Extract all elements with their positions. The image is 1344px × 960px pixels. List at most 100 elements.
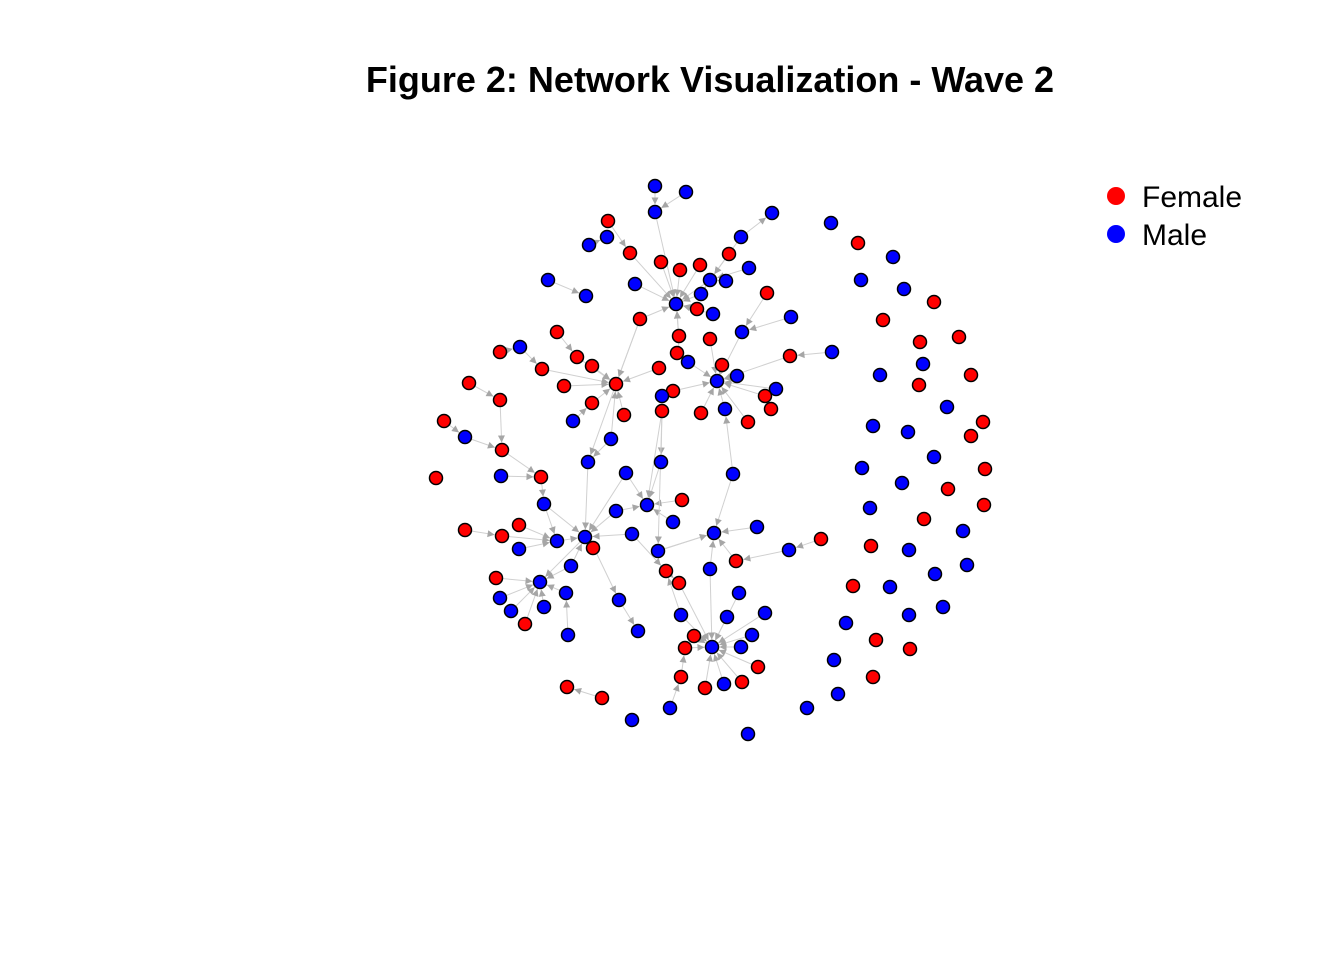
network-edge <box>718 612 766 644</box>
edge-arrowhead <box>723 416 731 424</box>
network-edge <box>618 318 641 378</box>
network-node-male <box>536 496 552 512</box>
edge-arrowhead <box>575 543 582 552</box>
edge-arrowhead <box>699 534 707 541</box>
edge-arrowhead <box>529 356 537 364</box>
network-edge <box>544 536 586 578</box>
edge-arrowhead <box>661 294 670 301</box>
network-edge <box>647 410 663 498</box>
network-node-female <box>916 511 932 527</box>
edge-arrowhead <box>717 388 725 396</box>
edge-arrowhead <box>542 532 551 539</box>
network-node-male <box>826 652 842 668</box>
edge-arrowhead <box>796 541 804 549</box>
edge-arrowhead <box>527 465 535 473</box>
edge-arrowhead <box>602 388 611 396</box>
network-node-male <box>901 607 917 623</box>
edge-arrowhead <box>538 489 546 497</box>
edge-arrowhead <box>721 527 729 535</box>
figure-title: Figure 2: Network Visualization - Wave 2 <box>366 59 1054 100</box>
network-node-female <box>902 641 918 657</box>
legend-female-label: Female <box>1142 181 1242 214</box>
edge-arrowhead <box>574 688 582 695</box>
network-node-female <box>868 632 884 648</box>
network-node-male <box>647 178 663 194</box>
network-node-female <box>686 628 702 644</box>
network-node-female <box>782 348 798 364</box>
edge-arrowhead <box>616 391 624 399</box>
network-node-female <box>584 395 600 411</box>
network-node-female <box>728 553 744 569</box>
edge-arrowhead <box>707 387 714 396</box>
network-node-male <box>729 368 745 384</box>
edge-arrowhead <box>708 540 716 548</box>
edge-arrowhead <box>679 289 687 298</box>
network-node-female <box>457 522 473 538</box>
legend-female-dot <box>1107 187 1125 205</box>
network-node-male <box>611 592 627 608</box>
network-node-female <box>951 329 967 345</box>
legend-male-label: Male <box>1142 219 1207 252</box>
network-node-male <box>578 288 594 304</box>
edge-arrowhead <box>721 386 729 395</box>
network-node-male <box>734 324 750 340</box>
network-node-male <box>838 615 854 631</box>
network-node-female <box>692 257 708 273</box>
edge-arrowhead <box>527 587 535 595</box>
edge-arrowhead <box>538 589 546 597</box>
edge-arrowhead <box>715 632 722 641</box>
network-node-male <box>549 533 565 549</box>
network-edge <box>588 472 627 531</box>
network-node-male <box>577 529 593 545</box>
edge-arrowhead <box>746 317 753 326</box>
edge-arrowhead <box>487 530 495 538</box>
network-node-male <box>693 286 709 302</box>
legend-item-male: Male <box>1107 219 1207 252</box>
network-edge <box>724 381 777 390</box>
network-node-male <box>824 344 840 360</box>
network-node-female <box>697 680 713 696</box>
network-node-female <box>672 262 688 278</box>
network-node-male <box>512 339 528 355</box>
edge-arrowhead <box>593 449 601 457</box>
network-node-female <box>428 470 444 486</box>
network-node-male <box>935 599 951 615</box>
edge-arrowhead <box>718 538 726 547</box>
network-node-male <box>865 418 881 434</box>
network-node-male <box>915 356 931 372</box>
edge-arrowhead <box>749 324 757 332</box>
network-node-male <box>680 354 696 370</box>
network-node-male <box>894 475 910 491</box>
network-node-male <box>896 281 912 297</box>
network-node-male <box>705 306 721 322</box>
edge-arrowhead <box>546 584 555 591</box>
network-node-female <box>651 360 667 376</box>
edge-arrowhead <box>617 369 625 377</box>
network-node-female <box>511 517 527 533</box>
edge-arrowhead <box>682 295 691 302</box>
network-node-male <box>853 272 869 288</box>
edge-arrowhead <box>632 504 640 512</box>
edge-arrowhead <box>708 632 716 640</box>
network-edge <box>563 383 609 387</box>
network-node-female <box>673 669 689 685</box>
edge-arrowhead <box>531 589 539 597</box>
network-node-male <box>717 401 733 417</box>
network-node-male <box>741 260 757 276</box>
network-node-female <box>714 357 730 373</box>
network-node-female <box>494 528 510 544</box>
network-node-male <box>709 373 725 389</box>
network-node-female <box>721 246 737 262</box>
edge-arrowhead <box>743 554 751 562</box>
legend-male-dot <box>1107 225 1125 243</box>
edge-arrowhead <box>645 490 653 498</box>
network-node-male <box>581 237 597 253</box>
network-nodes <box>428 178 993 742</box>
network-node-male <box>627 276 643 292</box>
network-node-female <box>674 492 690 508</box>
network-edge <box>725 416 734 475</box>
network-node-male <box>781 542 797 558</box>
network-node-male <box>580 454 596 470</box>
network-node-female <box>963 428 979 444</box>
network-node-female <box>671 328 687 344</box>
